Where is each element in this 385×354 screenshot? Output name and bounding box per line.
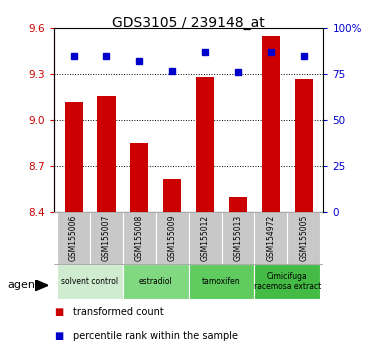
Text: GSM155006: GSM155006 [69,215,78,261]
Bar [295,79,313,212]
Bar [189,212,221,264]
Bar [57,264,123,299]
Bar [90,212,123,264]
Bar [254,264,320,299]
Text: GSM155013: GSM155013 [233,215,243,261]
Bar [130,143,148,212]
Bar [189,264,254,299]
Bar [287,212,320,264]
Text: ■: ■ [54,331,63,341]
Bar [156,212,189,264]
Bar [97,96,116,212]
Polygon shape [35,280,48,291]
Text: solvent control: solvent control [62,277,119,286]
Text: agent: agent [8,280,40,290]
Bar [163,179,181,212]
Text: GSM155007: GSM155007 [102,215,111,261]
Text: tamoxifen: tamoxifen [202,277,241,286]
Text: ■: ■ [54,307,63,316]
Bar [65,102,83,212]
Bar [254,212,287,264]
Text: GSM155009: GSM155009 [168,215,177,261]
Text: estradiol: estradiol [139,277,172,286]
Bar [123,212,156,264]
Text: Cimicifuga
racemosa extract: Cimicifuga racemosa extract [254,272,321,291]
Text: percentile rank within the sample: percentile rank within the sample [73,331,238,341]
Text: GSM154972: GSM154972 [266,215,275,261]
Bar [229,197,247,212]
Text: GSM155005: GSM155005 [299,215,308,261]
Text: GDS3105 / 239148_at: GDS3105 / 239148_at [112,16,265,30]
Bar [196,78,214,212]
Text: GSM155012: GSM155012 [201,215,209,261]
Bar [221,212,254,264]
Bar [262,36,280,212]
Text: transformed count: transformed count [73,307,164,316]
Bar [57,212,90,264]
Text: GSM155008: GSM155008 [135,215,144,261]
Bar [123,264,189,299]
